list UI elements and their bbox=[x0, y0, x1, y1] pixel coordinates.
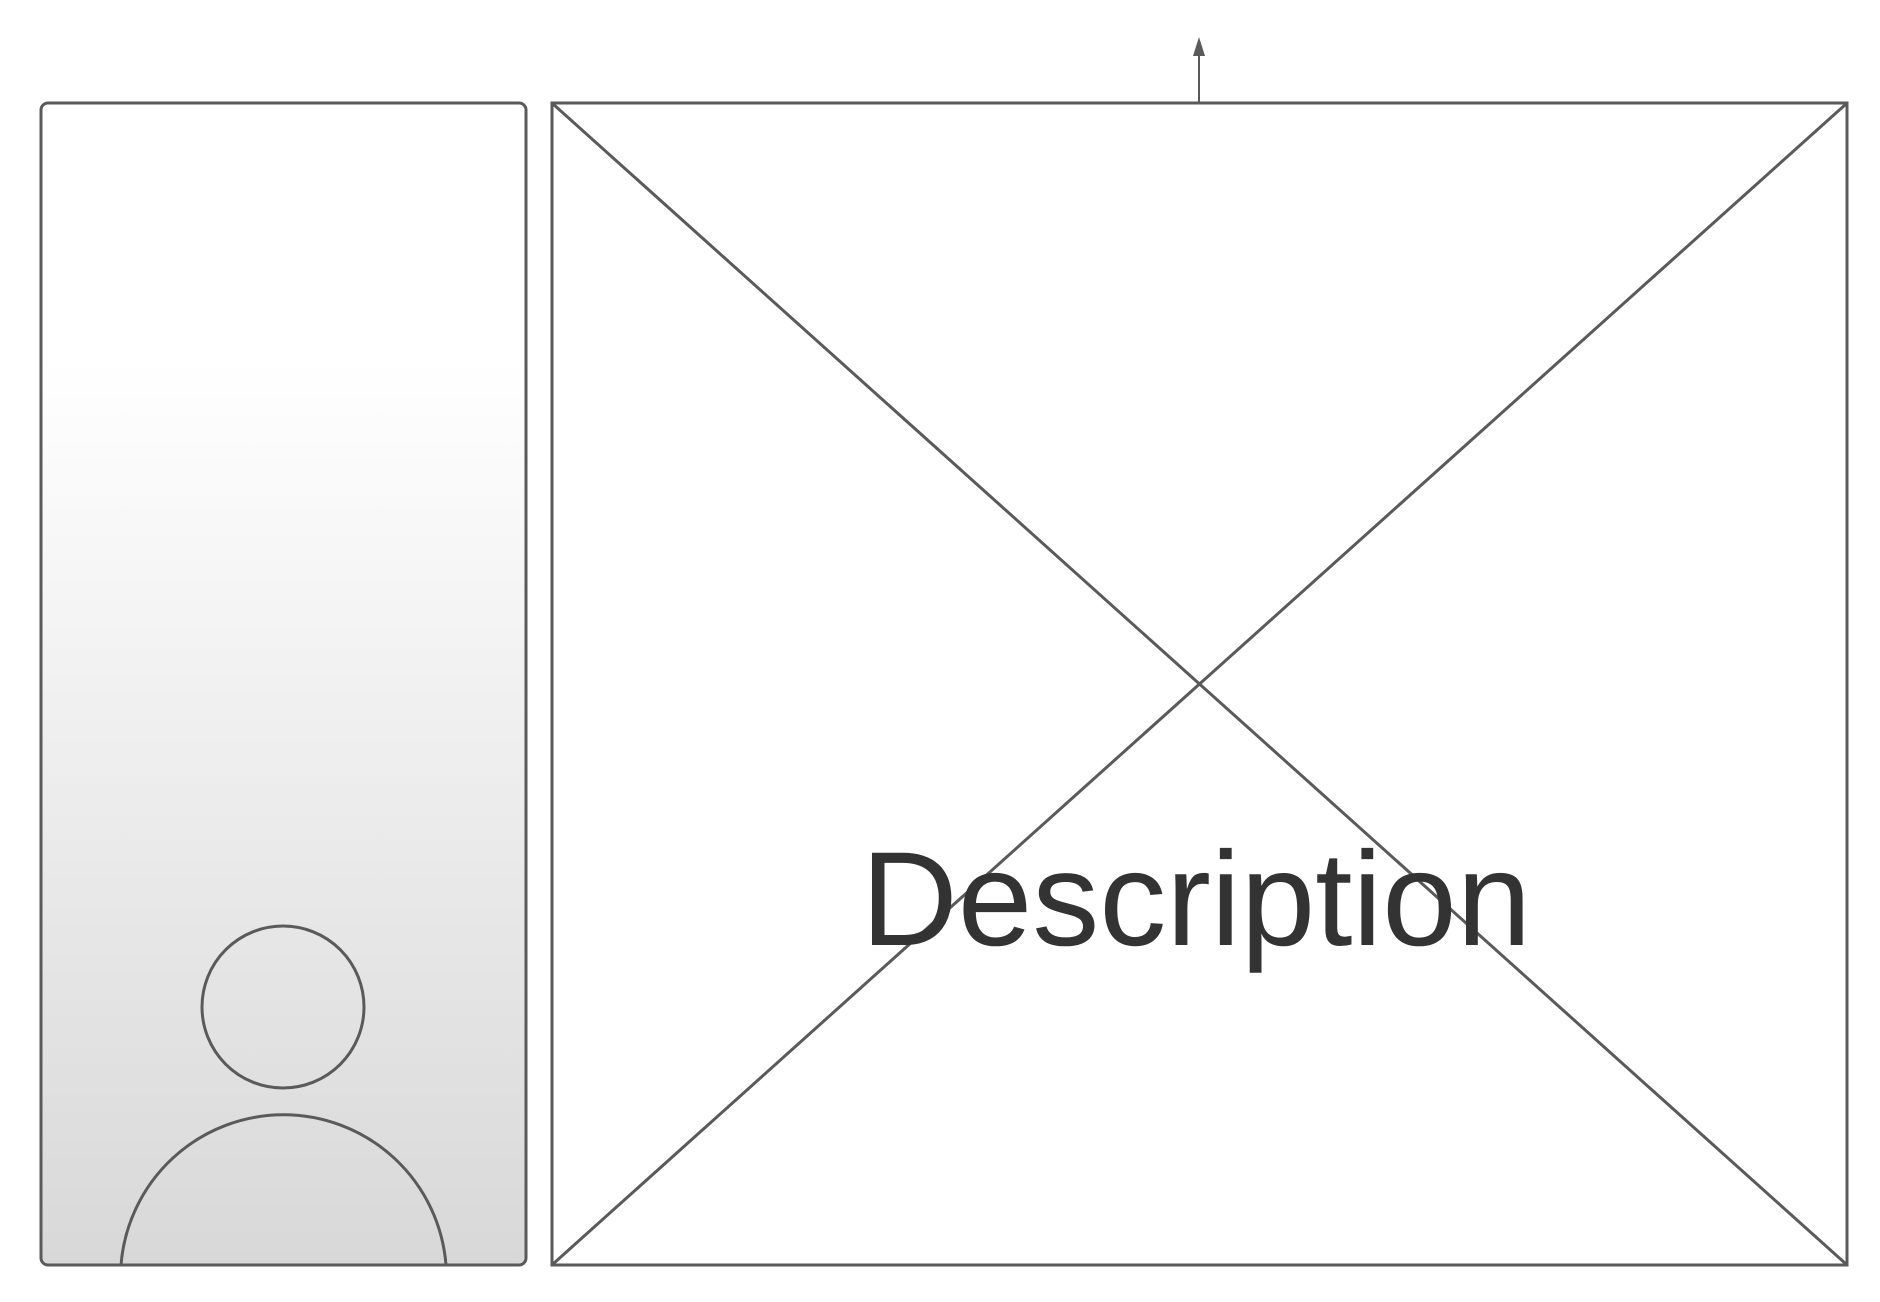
image-placeholder bbox=[550, 101, 1849, 1267]
avatar-body bbox=[119, 1113, 448, 1266]
profile-card-frame bbox=[39, 101, 528, 1267]
placeholder-diagonal-2 bbox=[551, 102, 1848, 1266]
arrow-up-icon bbox=[1193, 37, 1205, 103]
arrow-head bbox=[1193, 37, 1205, 56]
user-silhouette-icon bbox=[119, 924, 448, 1267]
profile-card bbox=[39, 101, 528, 1267]
description-label: Description bbox=[861, 825, 1531, 974]
avatar-head bbox=[200, 924, 366, 1090]
